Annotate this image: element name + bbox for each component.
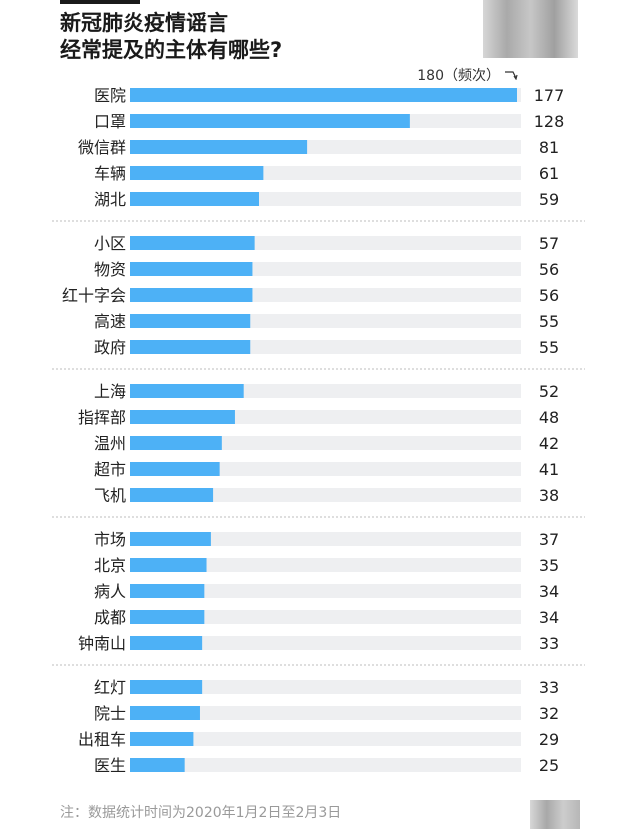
- bar-钟南山: [130, 636, 203, 650]
- bar-政府: [130, 340, 251, 354]
- value-label: 128: [534, 112, 565, 131]
- axis-max-label: 180（频次）: [417, 68, 500, 84]
- bar-track: [130, 732, 521, 746]
- category-label: 飞机: [94, 486, 126, 505]
- value-label: 81: [539, 138, 559, 157]
- value-label: 42: [539, 434, 559, 453]
- category-label: 医院: [94, 86, 126, 105]
- bar-超市: [130, 462, 220, 476]
- bar-微信群: [130, 140, 308, 154]
- value-label: 57: [539, 234, 559, 253]
- value-label: 25: [539, 756, 559, 775]
- category-label: 超市: [94, 460, 126, 479]
- top-rule: [60, 0, 140, 4]
- bar-病人: [130, 584, 205, 598]
- bar-医生: [130, 758, 185, 772]
- bar-湖北: [130, 192, 259, 206]
- value-label: 33: [539, 678, 559, 697]
- chart-title: 新冠肺炎疫情谣言 经常提及的主体有哪些?: [60, 10, 282, 64]
- value-label: 48: [539, 408, 559, 427]
- bar-track: [130, 680, 521, 694]
- value-label: 61: [539, 164, 559, 183]
- bar-北京: [130, 558, 207, 572]
- category-label: 钟南山: [78, 634, 126, 653]
- bar-track: [130, 758, 521, 772]
- category-label: 病人: [94, 582, 126, 601]
- blurred-image-bottom-right: [530, 800, 580, 829]
- category-label: 小区: [94, 234, 126, 253]
- value-label: 41: [539, 460, 559, 479]
- category-label: 出租车: [78, 730, 126, 749]
- value-label: 34: [539, 608, 559, 627]
- bar-小区: [130, 236, 255, 250]
- category-label: 口罩: [94, 112, 126, 131]
- category-label: 北京: [94, 556, 126, 575]
- bar-track: [130, 558, 521, 572]
- value-label: 32: [539, 704, 559, 723]
- category-label: 高速: [94, 312, 126, 331]
- category-label: 成都: [94, 608, 126, 627]
- value-label: 37: [539, 530, 559, 549]
- category-label: 政府: [94, 338, 126, 357]
- chart-title-line-2: 经常提及的主体有哪些?: [60, 38, 283, 62]
- bar-红十字会: [130, 288, 253, 302]
- bar-track: [130, 584, 521, 598]
- value-label: 56: [539, 260, 559, 279]
- category-label: 市场: [94, 530, 126, 549]
- bar-指挥部: [130, 410, 235, 424]
- value-label: 177: [534, 86, 565, 105]
- footnote: 注：数据统计时间为2020年1月2日至2月3日: [60, 805, 342, 821]
- bar-track: [130, 488, 521, 502]
- value-label: 55: [539, 338, 559, 357]
- bar-track: [130, 462, 521, 476]
- bar-口罩: [130, 114, 410, 128]
- value-label: 59: [539, 190, 559, 209]
- value-label: 29: [539, 730, 559, 749]
- bar-成都: [130, 610, 205, 624]
- category-label: 指挥部: [78, 408, 126, 427]
- bar-出租车: [130, 732, 194, 746]
- bar-飞机: [130, 488, 214, 502]
- chart-title-line-1: 新冠肺炎疫情谣言: [60, 11, 228, 35]
- blurred-image-top-right: [483, 0, 578, 58]
- category-label: 红十字会: [62, 286, 126, 305]
- bar-track: [130, 636, 521, 650]
- bar-track: [130, 610, 521, 624]
- value-label: 35: [539, 556, 559, 575]
- bar-红灯: [130, 680, 203, 694]
- category-label: 车辆: [94, 164, 126, 183]
- value-label: 52: [539, 382, 559, 401]
- category-label: 红灯: [94, 678, 126, 697]
- category-label: 上海: [94, 382, 126, 401]
- bar-track: [130, 436, 521, 450]
- value-label: 38: [539, 486, 559, 505]
- bar-高速: [130, 314, 251, 328]
- bar-track: [130, 706, 521, 720]
- bar-院士: [130, 706, 200, 720]
- axis-max-arrow-icon: [505, 71, 518, 80]
- category-label: 微信群: [78, 138, 126, 157]
- category-label: 院士: [94, 704, 126, 723]
- bar-医院: [130, 88, 517, 102]
- bar-市场: [130, 532, 211, 546]
- bar-物资: [130, 262, 253, 276]
- bar-上海: [130, 384, 244, 398]
- bar-车辆: [130, 166, 264, 180]
- bar-track: [130, 532, 521, 546]
- bar-温州: [130, 436, 222, 450]
- category-label: 温州: [94, 434, 126, 453]
- category-label: 物资: [94, 260, 126, 279]
- value-label: 56: [539, 286, 559, 305]
- category-label: 医生: [94, 756, 126, 775]
- value-label: 55: [539, 312, 559, 331]
- category-label: 湖北: [94, 190, 126, 209]
- value-label: 34: [539, 582, 559, 601]
- value-label: 33: [539, 634, 559, 653]
